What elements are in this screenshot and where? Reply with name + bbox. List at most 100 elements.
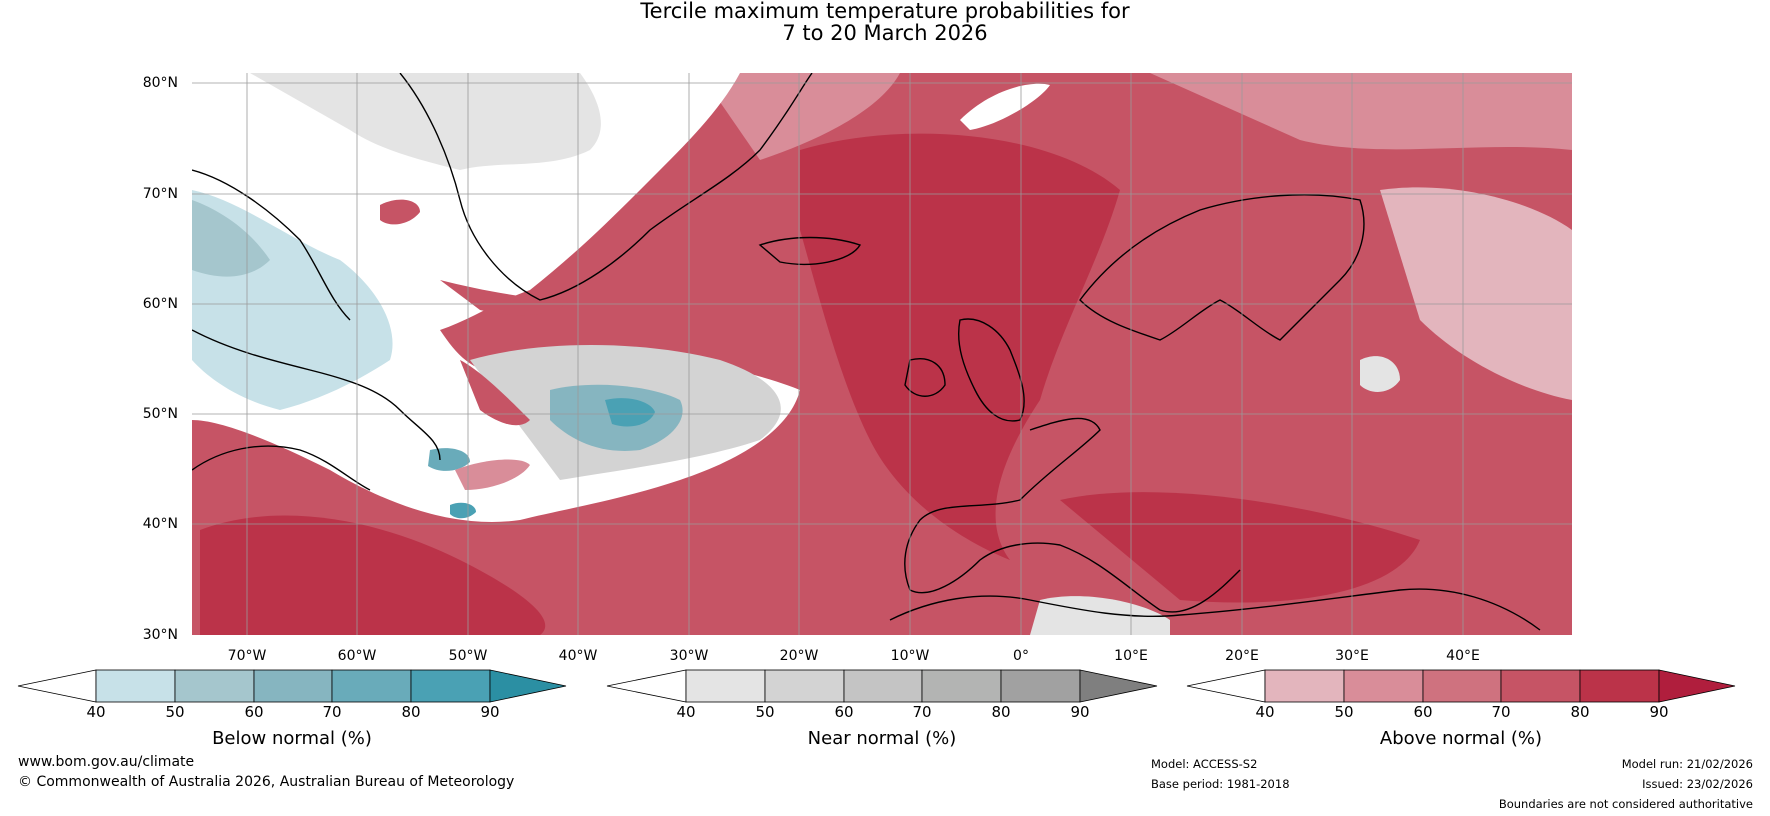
colorbar-below-arrow-right [489,669,567,703]
north-america-coast [192,445,371,491]
colorbar-near-segment [921,669,1002,703]
lon-label-30w: 30°W [669,648,709,664]
lon-label-60w: 60°W [337,648,377,664]
colorbar-near-tick: 50 [755,703,775,721]
labrador-coast [192,329,441,461]
colorbar-near-tick: 80 [991,703,1011,721]
colorbar-near-title: Near normal (%) [807,728,957,749]
lon-label-20w: 20°W [779,648,819,664]
lon-label-40w: 40°W [558,648,598,664]
colorbar-near-tick: 40 [676,703,696,721]
lon-label-10e: 10°E [1114,648,1148,664]
colorbar-above-tick: 40 [1255,703,1275,721]
colorbar-near-segment [843,669,923,703]
colorbar-above-arrow-right [1658,669,1736,703]
colorbar-near-arrow-left [606,669,687,703]
coastlines [192,73,1541,631]
colorbar-near-segment [764,669,845,703]
ireland-coast [904,358,946,397]
near-normal-grey-region-north-africa [1030,596,1170,635]
footer-model-run: Model run: 21/02/2026 [1621,757,1753,771]
greenland-coast [399,73,813,301]
above-normal-high-region-med [1060,492,1420,603]
colorbar-below-arrow-left [17,669,97,703]
above-normal-low-region-north [1150,73,1572,150]
colorbar-above-tick: 90 [1649,703,1669,721]
above-normal-low-region-arctic [700,73,900,160]
baffin-coast [192,169,351,321]
lat-label-30n: 30°N [142,627,178,643]
near-normal-grey-region-russia [1360,356,1400,392]
above-normal-low-region-east [1380,187,1572,400]
colorbar-above-segment [1500,669,1581,703]
colorbar-above-segment [1343,669,1424,703]
map-title-line2: 7 to 20 March 2026 [782,21,988,45]
british-isles-coast [958,318,1025,422]
colorbar-near-normal [606,669,1158,703]
lat-label-60n: 60°N [142,296,178,312]
colorbar-above-title: Above normal (%) [1379,728,1543,749]
colorbar-below-normal [17,669,567,703]
colorbar-near-tick: 90 [1070,703,1090,721]
colorbar-near-arrow-right [1079,669,1158,703]
colorbar-near-tick: 70 [912,703,932,721]
lat-label-50n: 50°N [142,406,178,422]
footer-disclaimer: Boundaries are not considered authoritat… [1498,797,1753,811]
colorbar-below-tick: 50 [165,703,185,721]
below-normal-region-azores [450,502,476,519]
colorbar-above-segment [1422,669,1502,703]
colorbar-above-normal [1186,669,1736,703]
colorbar-near-segment [685,669,766,703]
below-normal-region-baffin [192,200,270,277]
colorbar-above-tick: 60 [1413,703,1433,721]
above-normal-high-region-atlantic [200,515,546,635]
colorbar-above-segment [1264,669,1345,703]
footer-model: Model: ACCESS-S2 [1151,757,1258,771]
near-normal-grey-region [250,73,601,170]
lat-label-80n: 80°N [142,75,178,91]
lon-label-0: 0° [1013,648,1029,664]
colorbar-below-tick: 60 [244,703,264,721]
below-normal-region-atlantic-core [605,398,655,427]
below-normal-region-newfoundland [428,448,470,471]
sea-ice-near-normal [960,83,1050,130]
colorbar-below-tick: 90 [480,703,500,721]
footer-base-period: Base period: 1981-2018 [1151,777,1290,791]
colorbar-below-tick: 80 [401,703,421,721]
africa-coast [889,588,1541,631]
lon-label-10w: 10°W [890,648,930,664]
lon-label-40e: 40°E [1446,648,1480,664]
footer-issued: Issued: 23/02/2026 [1642,777,1753,791]
lat-label-40n: 40°N [142,516,178,532]
colorbar-below-segment [410,669,491,703]
forecast-map [192,73,1572,635]
lon-label-70w: 70°W [227,648,267,664]
colorbar-below-tick: 70 [322,703,342,721]
lon-label-20e: 20°E [1225,648,1259,664]
colorbar-below-segment [95,669,176,703]
footer-website-link[interactable]: www.bom.gov.au/climate [18,754,195,770]
colorbar-above-tick: 80 [1570,703,1590,721]
footer-copyright: © Commonwealth of Australia 2026, Austra… [18,774,515,790]
colorbar-above-segment [1579,669,1660,703]
colorbar-near-segment [1000,669,1081,703]
lon-label-50w: 50°W [448,648,488,664]
lat-label-70n: 70°N [142,186,178,202]
colorbar-near-tick: 60 [834,703,854,721]
lon-label-30e: 30°E [1335,648,1369,664]
above-normal-streak-2 [440,280,570,316]
colorbar-above-arrow-left [1186,669,1266,703]
colorbar-below-tick: 40 [86,703,106,721]
colorbar-above-tick: 70 [1491,703,1511,721]
above-normal-streak-1 [460,360,530,426]
iceland-coast [758,236,862,265]
above-normal-streak-3 [380,199,420,225]
scandinavia-coast [1079,194,1365,341]
colorbar-below-segment [331,669,412,703]
colorbar-below-title: Below normal (%) [212,728,372,749]
colorbar-above-tick: 50 [1334,703,1354,721]
above-normal-streak-4 [455,459,530,490]
colorbar-below-segment [253,669,333,703]
map-title-line1: Tercile maximum temperature probabilitie… [640,0,1130,23]
